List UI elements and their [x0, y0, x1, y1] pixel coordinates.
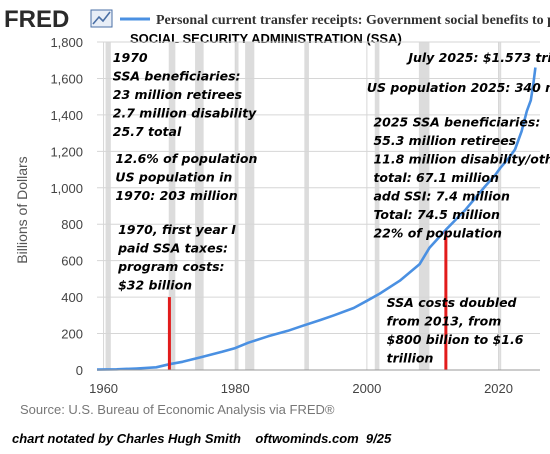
annotation-5: 2025 SSA beneficiaries: 55.3 million reti… — [373, 115, 550, 241]
annotation-2: 1970, first year I paid SSA taxes: program… — [117, 222, 236, 293]
marker-layer — [167, 231, 448, 370]
annotation-0: 1970 SSA beneficiaries: 23 million retiree… — [113, 50, 257, 139]
y-tick-label: 800 — [61, 217, 83, 232]
recession-band-4 — [245, 42, 255, 370]
y-tick-label: 200 — [61, 327, 83, 342]
x-tick-label: 1960 — [89, 381, 118, 396]
annotation-line: $32 billion — [118, 278, 192, 293]
series-line — [96, 67, 537, 371]
recession-band-0 — [105, 42, 111, 370]
annotation-line: 2025 SSA beneficiaries: — [373, 115, 540, 130]
annotation-line: 25.7 total — [113, 124, 182, 139]
y-tick-label: 1,000 — [50, 181, 83, 196]
y-tick-label: 400 — [61, 290, 83, 305]
annotation-line: program costs: — [117, 259, 224, 274]
annotation-line: Total: 74.5 million — [373, 207, 499, 222]
annotation-line: paid SSA taxes: — [117, 241, 228, 256]
annotation-line: 11.8 million disability/other — [373, 152, 550, 167]
x-tick-label: 2000 — [352, 381, 381, 396]
annotation-1: 12.6% of population US population in 1970:… — [115, 151, 257, 203]
annotation-4: US population 2025: 340 million — [367, 80, 550, 95]
y-tick-label: 600 — [61, 254, 83, 269]
marker-bar-1 — [444, 231, 448, 370]
annotation-line: 12.6% of population — [115, 151, 257, 166]
annotation-line: 22% of population — [373, 226, 502, 241]
annotation-line: SSA costs doubled — [387, 295, 518, 310]
gridlines — [97, 41, 540, 371]
recession-band-2 — [195, 42, 204, 370]
annotation-line: US population 2025: 340 million — [367, 80, 550, 95]
annotation-layer: 1970 SSA beneficiaries: 23 million retiree… — [113, 50, 550, 366]
annotation-line: 23 million retirees — [113, 87, 242, 102]
annotation-line: trillion — [387, 351, 434, 366]
marker-bar-0 — [167, 297, 171, 370]
annotation-line: total: 67.1 million — [373, 170, 499, 185]
recession-band-1 — [168, 42, 176, 370]
fred-logo: FRED — [4, 6, 69, 33]
annotation-line: 55.3 million retirees — [373, 133, 516, 148]
annotation-line: 1970: 203 million — [115, 188, 237, 203]
annotation-line: 1970 — [113, 50, 148, 65]
y-tick-label: 1,600 — [50, 71, 83, 86]
annotation-line: SSA beneficiaries: — [113, 69, 241, 84]
axes: 0 200 400 600 800 1,000 1,200 1,400 1,600 1,800 19… — [50, 35, 540, 396]
x-tick-label: 2020 — [484, 381, 513, 396]
y-axis-label: Billions of Dollars — [14, 156, 30, 263]
annotation-line: 2.7 million disability — [113, 106, 257, 121]
annotation-line: from 2013, from — [387, 314, 502, 329]
series-title: Personal current transfer receipts: Gove… — [156, 13, 550, 28]
y-tick-label: 1,800 — [50, 35, 83, 50]
chart-trend-icon — [90, 9, 113, 28]
recession-bands — [105, 42, 502, 370]
annotation-line: $800 billion to $1.6 — [387, 332, 524, 347]
annotation-3: July 2025: $1.573 trillion — [405, 50, 550, 65]
x-tick-label: 1980 — [221, 381, 250, 396]
annotation-line: add SSI: 7.4 million — [373, 189, 509, 204]
annotation-line: 1970, first year I — [118, 222, 236, 237]
credit-note: chart notated by Charles Hugh Smith oftw… — [12, 431, 392, 446]
recession-band-7 — [418, 42, 430, 370]
y-tick-label: 1,400 — [50, 108, 83, 123]
recession-band-6 — [374, 42, 380, 370]
recession-band-5 — [304, 42, 309, 370]
source-note: Source: U.S. Bureau of Economic Analysis… — [20, 402, 335, 417]
recession-band-8 — [499, 42, 502, 370]
annotation-6: SSA costs doubled from 2013, from $800 bil… — [387, 295, 524, 366]
y-tick-label: 1,200 — [50, 144, 83, 159]
recession-band-3 — [235, 42, 239, 370]
y-tick-label: 0 — [76, 363, 83, 378]
series-layer — [96, 67, 537, 371]
annotation-line: July 2025: $1.573 trillion — [405, 50, 550, 65]
annotation-line: US population in — [115, 170, 232, 185]
